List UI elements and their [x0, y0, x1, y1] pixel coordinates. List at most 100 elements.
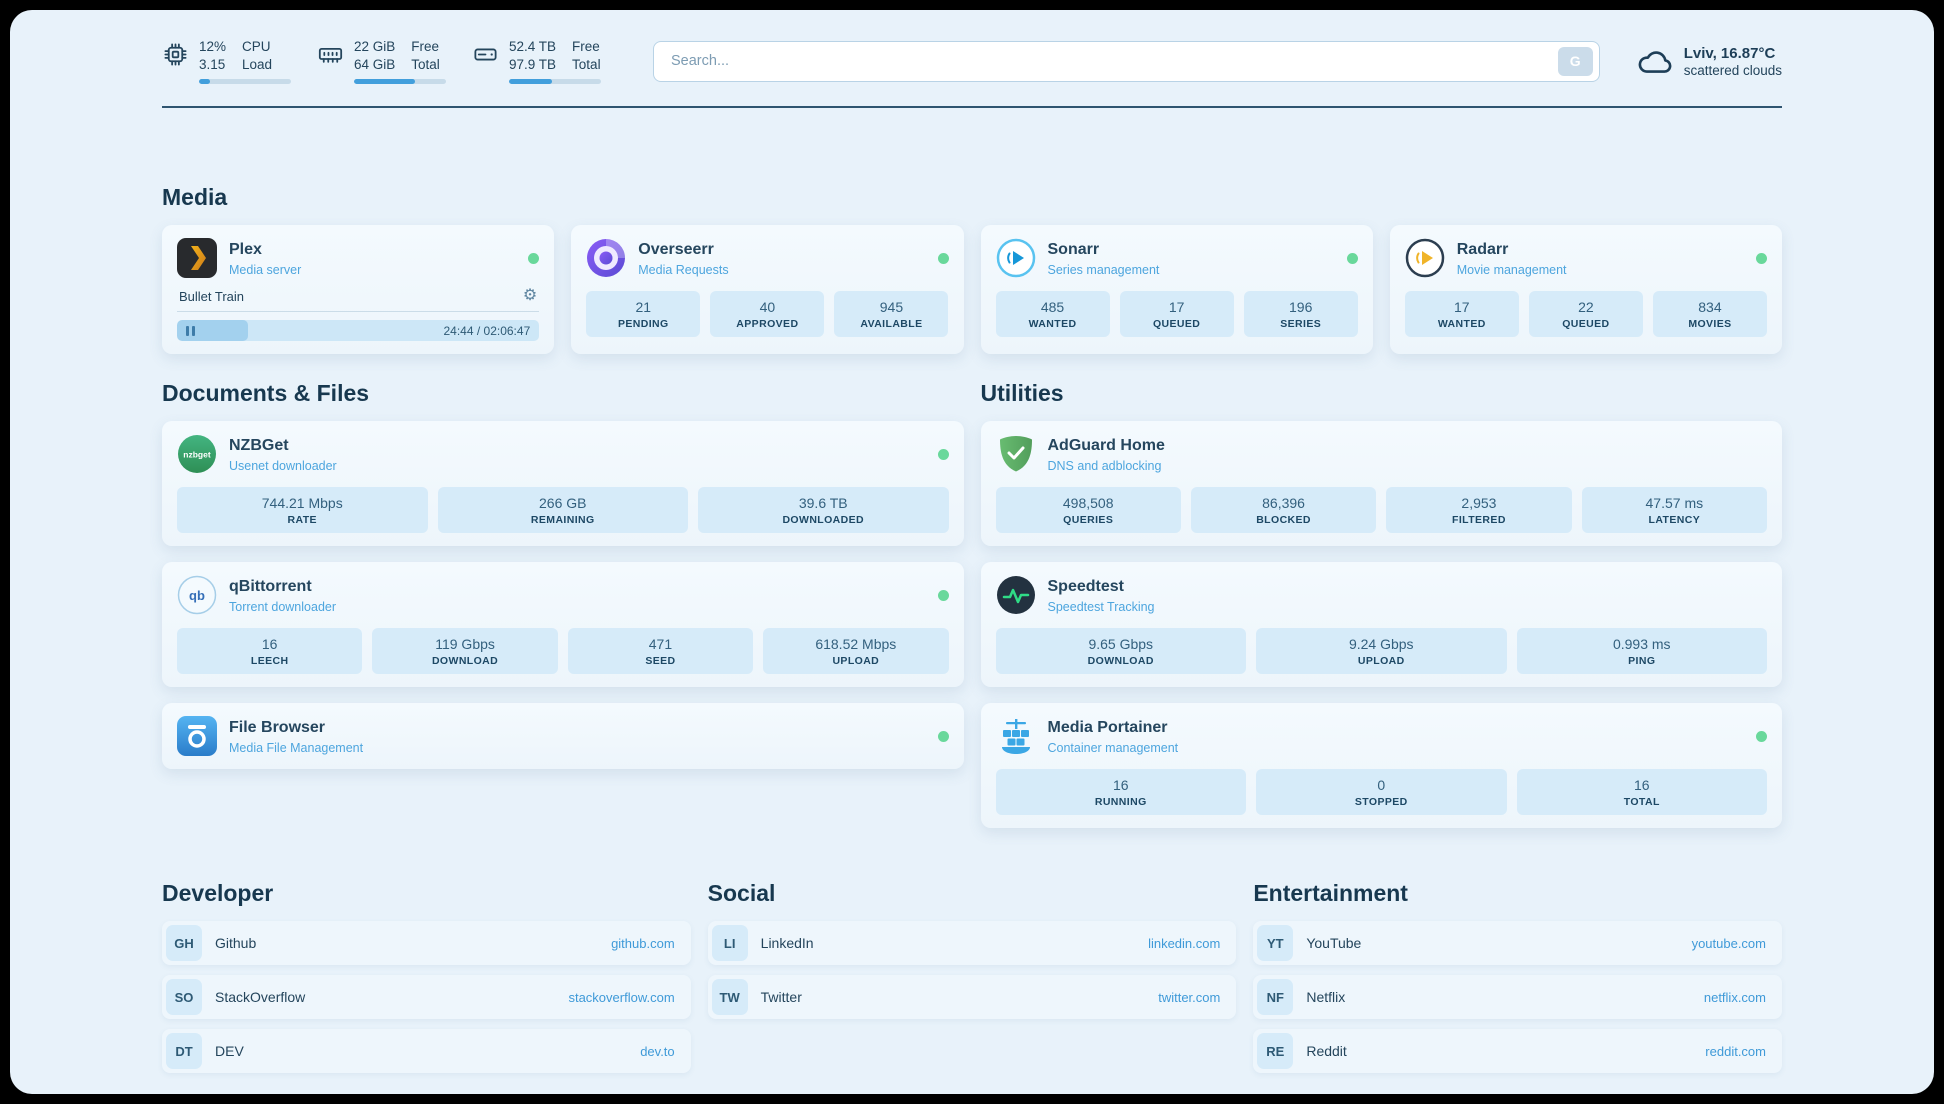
bookmark-url[interactable]: twitter.com	[1158, 989, 1221, 1005]
stat-label: FILTERED	[1452, 514, 1506, 527]
app-card-overseerr[interactable]: Overseerr Media Requests 21 PENDING 40 A…	[571, 225, 964, 355]
app-card-qbittorrent[interactable]: qb qBittorrent Torrent downloader 16 LEE…	[162, 562, 964, 688]
stat-value: 945	[879, 299, 904, 316]
disk-free-value: 52.4 TB	[509, 39, 557, 54]
stat-label: WANTED	[1028, 318, 1077, 331]
top-bar: 12% 3.15 CPU Load	[162, 38, 1782, 85]
app-card-filebrowser[interactable]: File Browser Media File Management	[162, 703, 964, 770]
stat-label: QUEUED	[1152, 318, 1201, 331]
header-divider	[162, 106, 1782, 109]
stat-tile: 17 WANTED	[1404, 291, 1519, 338]
cpu-load-value: 3.15	[199, 57, 226, 73]
app-card-portainer[interactable]: Media Portainer Container management 16 …	[980, 703, 1782, 829]
app-subtitle: Media Requests	[638, 262, 729, 277]
stat-tile: 0.993 ms PING	[1516, 628, 1767, 675]
app-subtitle: Torrent downloader	[229, 599, 337, 614]
stat-label: LATENCY	[1648, 514, 1701, 527]
bookmark-youtube[interactable]: YT YouTube youtube.com	[1253, 921, 1782, 966]
stat-value: 47.57 ms	[1645, 495, 1704, 512]
app-title: Media Portainer	[1047, 719, 1168, 737]
stat-label: REMAINING	[530, 514, 595, 527]
search-input[interactable]	[669, 52, 1558, 71]
bookmark-twitter[interactable]: TW Twitter twitter.com	[707, 975, 1237, 1020]
playback-progress-track[interactable]: 24:44 / 02:06:47	[177, 320, 540, 342]
bookmark-url[interactable]: youtube.com	[1691, 935, 1766, 951]
bookmark-url[interactable]: reddit.com	[1705, 1043, 1766, 1059]
pause-icon-bar	[192, 325, 195, 336]
app-card-sonarr[interactable]: Sonarr Series management 485 WANTED 17 Q…	[980, 225, 1373, 355]
bookmark-url[interactable]: netflix.com	[1703, 989, 1766, 1005]
system-monitors: 12% 3.15 CPU Load	[162, 38, 601, 85]
cpu-label-top: CPU	[242, 39, 271, 54]
bookmark-abbr: YT	[1257, 925, 1294, 962]
pause-icon[interactable]	[186, 325, 189, 336]
ram-total-value: 64 GiB	[354, 57, 396, 73]
stat-value: 485	[1040, 299, 1065, 316]
app-title: Sonarr	[1047, 241, 1100, 259]
app-title: Speedtest	[1047, 578, 1124, 596]
bookmark-linkedin[interactable]: LI LinkedIn linkedin.com	[707, 921, 1237, 966]
bookmark-url[interactable]: dev.to	[640, 1043, 675, 1059]
filebrowser-icon	[177, 716, 217, 757]
search-engine-button[interactable]: G	[1557, 46, 1593, 76]
stat-label: WANTED	[1437, 318, 1486, 331]
status-dot	[937, 589, 949, 601]
stat-tile: 21 PENDING	[586, 291, 701, 338]
stat-value: 17	[1168, 299, 1185, 316]
documents-section-title: Documents & Files	[162, 380, 370, 407]
bookmark-url[interactable]: linkedin.com	[1148, 935, 1221, 951]
bookmark-url[interactable]: github.com	[611, 935, 675, 951]
cpu-progress-track	[199, 79, 291, 85]
stat-value: 9.65 Gbps	[1088, 636, 1154, 653]
app-card-adguard[interactable]: AdGuard Home DNS and adblocking 498,508 …	[980, 421, 1782, 547]
media-section-title: Media	[162, 184, 228, 211]
bookmark-name: Github	[215, 935, 257, 952]
stat-tile: 618.52 Mbps UPLOAD	[763, 628, 949, 675]
app-subtitle: Movie management	[1456, 262, 1567, 277]
bookmark-stackoverflow[interactable]: SO StackOverflow stackoverflow.com	[162, 975, 691, 1020]
stat-value: 86,396	[1262, 495, 1305, 512]
stat-tile: 485 WANTED	[995, 291, 1110, 338]
app-subtitle: Container management	[1047, 740, 1179, 755]
app-card-plex[interactable]: Plex Media server Bullet Train ⚙ 24:44 /…	[162, 225, 555, 355]
weather-condition: scattered clouds	[1683, 63, 1782, 79]
app-card-speedtest[interactable]: Speedtest Speedtest Tracking 9.65 Gbps D…	[980, 562, 1782, 688]
ram-progress-track	[354, 79, 446, 85]
search-bar[interactable]: G	[653, 40, 1600, 82]
app-title: qBittorrent	[229, 578, 312, 596]
disk-icon	[474, 48, 497, 61]
stat-label: TOTAL	[1623, 796, 1660, 809]
dashboard-screen: 12% 3.15 CPU Load	[10, 10, 1934, 1094]
radarr-icon	[1405, 239, 1444, 278]
status-dot	[937, 252, 949, 264]
stat-value: 40	[759, 299, 776, 316]
bookmark-url[interactable]: stackoverflow.com	[568, 989, 675, 1005]
stat-tile: 196 SERIES	[1243, 291, 1358, 338]
stat-label: DOWNLOAD	[1087, 655, 1154, 668]
app-title: Radarr	[1456, 241, 1509, 259]
bookmark-github[interactable]: GH Github github.com	[162, 921, 691, 966]
app-title: File Browser	[229, 719, 326, 737]
bookmark-reddit[interactable]: RE Reddit reddit.com	[1253, 1029, 1782, 1074]
ram-label-bottom: Total	[411, 57, 440, 73]
app-card-radarr[interactable]: Radarr Movie management 17 WANTED 22 QUE…	[1389, 225, 1782, 355]
bookmark-name: Netflix	[1306, 989, 1346, 1006]
status-dot	[937, 448, 949, 460]
app-subtitle: Series management	[1047, 262, 1160, 277]
playback-time: 24:44 / 02:06:47	[443, 323, 531, 338]
bookmark-name: LinkedIn	[760, 935, 814, 952]
ram-progress-fill	[354, 79, 415, 85]
stat-label: STOPPED	[1354, 796, 1408, 809]
gear-icon[interactable]: ⚙	[522, 287, 538, 305]
disk-label-bottom: Total	[572, 57, 601, 73]
stat-label: RUNNING	[1094, 796, 1147, 809]
bookmark-dev[interactable]: DT DEV dev.to	[162, 1029, 691, 1074]
stat-tile: 17 QUEUED	[1119, 291, 1234, 338]
bookmark-abbr: TW	[711, 979, 748, 1016]
app-card-nzbget[interactable]: nzbget NZBGet Usenet downloader 744.21 M…	[162, 421, 964, 547]
bookmark-netflix[interactable]: NF Netflix netflix.com	[1253, 975, 1782, 1020]
cpu-icon	[164, 43, 187, 66]
cpu-progress-fill	[199, 79, 211, 85]
app-title: NZBGet	[229, 437, 289, 455]
